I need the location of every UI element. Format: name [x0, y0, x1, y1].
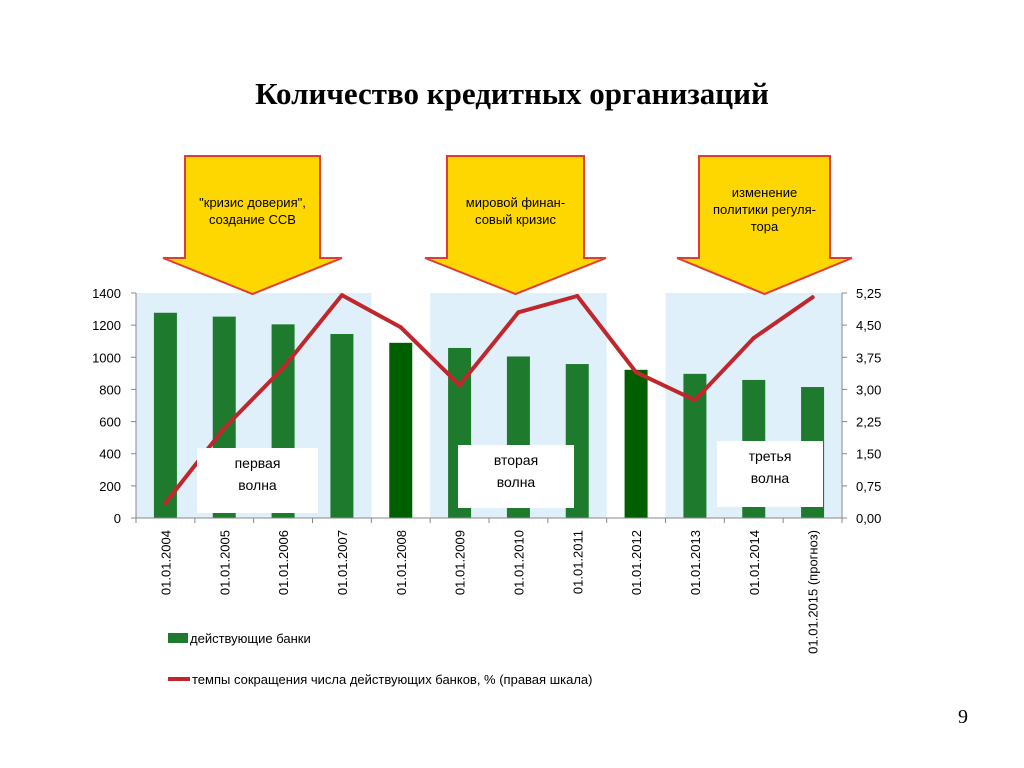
callout-arrow: [424, 155, 607, 296]
right-tick-label: 3,00: [856, 382, 881, 397]
left-tick-label: 200: [99, 479, 121, 494]
series-point: [575, 294, 580, 298]
series-point: [163, 501, 168, 505]
right-tick-label: 3,75: [856, 350, 881, 365]
page-title: Количество кредитных организаций: [255, 76, 769, 111]
x-tick-label: 01.01.2013: [688, 530, 703, 595]
callout-text: тора: [751, 219, 779, 234]
bar: [683, 373, 707, 518]
wave-label-text: третья: [749, 448, 792, 464]
right-tick-label: 5,25: [856, 286, 881, 301]
right-tick-label: 0,00: [856, 511, 881, 526]
page-number: 9: [958, 706, 968, 728]
x-tick-label: 01.01.2004: [158, 530, 173, 595]
bar: [153, 312, 177, 518]
legend-label-line: темпы сокращения числа действующих банко…: [192, 672, 592, 687]
x-tick-label: 01.01.2005: [217, 530, 232, 595]
callout-text: совый кризис: [475, 212, 556, 227]
callout-arrow: [162, 155, 343, 296]
series-point: [222, 426, 227, 430]
wave-label-text: первая: [235, 455, 281, 471]
x-tick-label: 01.01.2015 (прогноз): [806, 530, 821, 654]
left-tick-label: 1200: [92, 318, 121, 333]
legend-swatch-bars: [168, 633, 188, 643]
right-tick-label: 2,25: [856, 415, 881, 430]
x-tick-label: 01.01.2010: [511, 530, 526, 595]
x-tick-label: 01.01.2008: [394, 530, 409, 595]
left-tick-label: 600: [99, 415, 121, 430]
x-tick-label: 01.01.2014: [747, 530, 762, 595]
bar: [624, 369, 648, 518]
wave-label-text: вторая: [494, 452, 538, 468]
series-point: [751, 336, 756, 340]
wave-label-text: волна: [497, 474, 536, 490]
callout-text: изменение: [732, 185, 797, 200]
x-tick-label: 01.01.2007: [335, 530, 350, 595]
x-tick-label: 01.01.2011: [570, 530, 585, 594]
series-point: [281, 366, 286, 370]
left-tick-label: 400: [99, 447, 121, 462]
series-point: [516, 310, 521, 315]
callout-arrow: [676, 155, 853, 296]
bar: [330, 333, 354, 518]
bar: [389, 342, 413, 518]
right-tick-label: 0,75: [856, 479, 881, 494]
left-tick-label: 0: [114, 511, 121, 526]
x-tick-label: 01.01.2006: [276, 530, 291, 595]
callout-text: политики регуля-: [713, 202, 816, 217]
right-tick-label: 4,50: [856, 318, 881, 333]
wave-label-box: [717, 441, 823, 507]
series-point: [810, 295, 815, 300]
wave-label-text: волна: [238, 477, 277, 493]
series-line: [163, 293, 815, 505]
series-point: [398, 325, 403, 330]
left-tick-label: 800: [99, 382, 121, 397]
legend-label-bars: действующие банки: [190, 631, 311, 646]
right-tick-label: 1,50: [856, 447, 881, 462]
wave-label-box: [458, 445, 574, 508]
wave-label-box: [197, 448, 318, 513]
callout-text: создание ССВ: [209, 212, 296, 227]
callout-text: мировой финан-: [466, 195, 565, 210]
series-point: [457, 383, 462, 388]
wave-label-text: волна: [751, 470, 790, 486]
callout-text: "кризис доверия",: [199, 195, 306, 210]
x-tick-label: 01.01.2012: [629, 530, 644, 595]
series-point: [339, 293, 344, 298]
x-tick-label: 01.01.2009: [453, 530, 468, 595]
left-tick-label: 1000: [92, 350, 121, 365]
left-tick-label: 1400: [92, 286, 121, 301]
series-point: [634, 370, 639, 375]
series-point: [692, 398, 697, 403]
